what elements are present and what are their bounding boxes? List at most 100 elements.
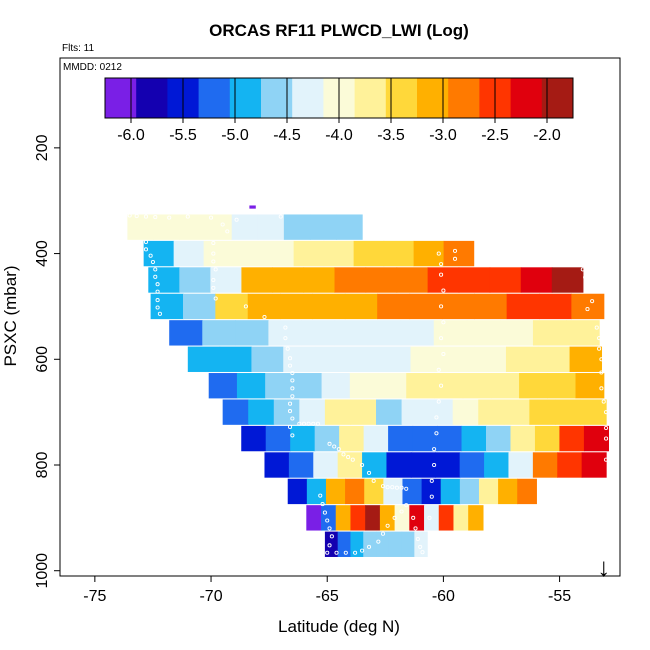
colorbar-swatch — [292, 78, 324, 118]
heatmap-cell — [539, 293, 572, 320]
track-point — [436, 399, 441, 404]
heatmap-cell — [478, 399, 505, 425]
heatmap-cell — [325, 478, 346, 505]
track-point — [290, 394, 295, 399]
track-point — [360, 548, 365, 553]
track-point — [127, 213, 132, 218]
heatmap-cell — [402, 478, 423, 505]
track-point — [366, 544, 372, 549]
colorbar-tick-label: -6.0 — [117, 127, 145, 144]
heatmap-cell — [529, 399, 556, 425]
track-point — [155, 289, 160, 294]
track-point — [213, 296, 218, 301]
heatmap-cell — [231, 214, 259, 240]
heatmap-cell — [409, 293, 443, 320]
track-point — [225, 229, 230, 234]
track-point — [380, 484, 386, 489]
track-point — [601, 399, 606, 404]
chart-title: ORCAS RF11 PLWCD_LWI (Log) — [209, 21, 469, 40]
heatmap-cell — [569, 346, 603, 372]
x-tick-label: -75 — [83, 588, 106, 605]
track-point — [290, 433, 295, 438]
heatmap-cell — [287, 478, 308, 505]
heatmap-cell — [461, 425, 487, 452]
heatmap-cell — [350, 399, 377, 425]
colorbar-swatch — [354, 78, 387, 118]
x-tick-label: -55 — [548, 588, 571, 605]
heatmap-cell — [581, 452, 607, 478]
heatmap-cell — [334, 320, 369, 346]
y-tick-label: 800 — [34, 452, 51, 479]
heatmap-cell — [148, 267, 180, 293]
track-point — [301, 421, 307, 426]
heatmap-cell — [344, 293, 378, 320]
heatmap-cell — [474, 346, 507, 372]
track-point — [329, 534, 334, 539]
track-point — [157, 311, 162, 316]
colorbar-tick-label: -2.0 — [533, 127, 561, 144]
heatmap-cell — [179, 214, 207, 240]
heatmap-cell — [427, 267, 460, 293]
track-point — [311, 421, 316, 426]
heatmap-cell — [365, 505, 381, 531]
heatmap-cell — [241, 425, 267, 452]
track-point — [290, 386, 295, 391]
track-point — [234, 217, 239, 222]
heatmap-cell — [383, 240, 415, 267]
colorbar-swatch — [198, 78, 231, 118]
heatmap-cell — [208, 373, 238, 399]
track-point — [325, 550, 330, 555]
heatmap-cell — [301, 320, 336, 346]
track-point — [211, 259, 216, 264]
y-tick-label: 1000 — [34, 553, 51, 589]
heatmap-cell — [182, 293, 216, 320]
track-point — [155, 282, 160, 287]
track-point — [371, 478, 376, 483]
track-point — [604, 436, 609, 441]
track-point — [153, 215, 158, 220]
colorbar-tick-label: -4.0 — [325, 127, 353, 144]
track-point — [220, 222, 225, 227]
heatmap-cell — [554, 399, 582, 425]
heatmap-cell — [394, 505, 410, 531]
heatmap-cell — [433, 320, 468, 346]
track-point — [297, 421, 302, 426]
heatmap-cell — [438, 505, 455, 531]
heatmap-cell — [376, 531, 390, 557]
heatmap-cell — [268, 320, 303, 346]
track-point — [290, 370, 295, 376]
track-point — [134, 213, 139, 219]
track-point — [432, 462, 437, 468]
track-point — [211, 240, 216, 246]
heatmap-cell — [388, 531, 403, 557]
heatmap-cell — [442, 346, 475, 372]
track-point — [287, 409, 293, 414]
heatmap-cell — [367, 320, 402, 346]
track-point — [327, 441, 332, 446]
heatmap-cell — [377, 293, 411, 320]
track-point — [185, 214, 190, 219]
track-point — [318, 493, 323, 498]
track-point — [376, 539, 381, 544]
track-point — [278, 214, 283, 219]
heatmap-cell — [400, 320, 435, 346]
track-point — [283, 325, 288, 330]
heatmap-cell — [233, 240, 265, 267]
heatmap-cell — [179, 267, 211, 293]
heatmap-cell — [265, 425, 291, 452]
track-point — [334, 550, 339, 555]
heatmap-cell — [336, 214, 363, 240]
heatmap-cell — [520, 267, 553, 293]
heatmap-cell — [339, 425, 365, 452]
track-point — [150, 259, 155, 265]
heatmap-cell — [376, 399, 403, 425]
heatmap-cell — [299, 399, 326, 425]
heatmap-cell — [410, 346, 443, 372]
track-point — [411, 515, 416, 520]
heatmap-cell — [143, 240, 175, 267]
track-point — [434, 431, 439, 436]
heatmap-cell — [459, 452, 485, 478]
heatmap-cell — [401, 399, 428, 425]
heatmap-cell — [364, 478, 384, 505]
